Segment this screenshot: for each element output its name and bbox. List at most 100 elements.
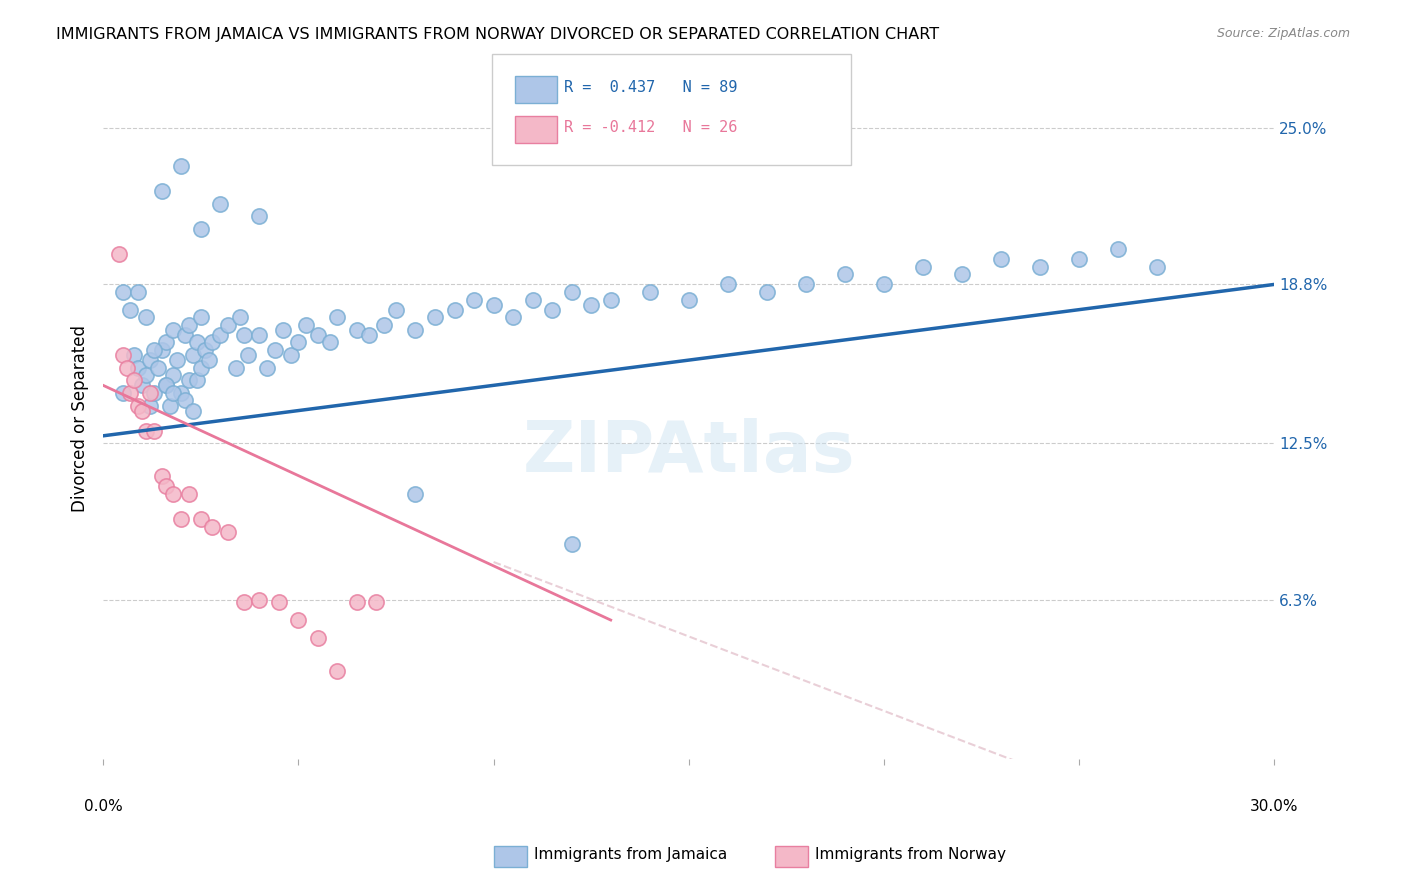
Point — [131, 403, 153, 417]
Point — [190, 310, 212, 325]
Point — [326, 310, 349, 325]
Point — [142, 385, 165, 400]
Point — [181, 403, 204, 417]
Point — [190, 512, 212, 526]
Point — [139, 353, 162, 368]
Text: R =  0.437   N = 89: R = 0.437 N = 89 — [564, 80, 737, 95]
Text: Immigrants from Norway: Immigrants from Norway — [815, 847, 1007, 862]
Point — [280, 348, 302, 362]
Point — [162, 487, 184, 501]
Point — [561, 537, 583, 551]
Point — [150, 469, 173, 483]
Point — [373, 318, 395, 332]
Point — [271, 323, 294, 337]
Point — [463, 293, 485, 307]
Point — [190, 360, 212, 375]
Point — [174, 393, 197, 408]
Point — [873, 277, 896, 292]
Point — [247, 327, 270, 342]
Point — [170, 512, 193, 526]
Point — [357, 327, 380, 342]
Point — [502, 310, 524, 325]
Point — [124, 348, 146, 362]
Point — [232, 595, 254, 609]
Point — [124, 373, 146, 387]
Point — [155, 378, 177, 392]
Point — [912, 260, 935, 274]
Point — [190, 222, 212, 236]
Point — [405, 487, 427, 501]
Point — [599, 293, 621, 307]
Point — [405, 323, 427, 337]
Point — [177, 373, 200, 387]
Point — [146, 360, 169, 375]
Point — [131, 378, 153, 392]
Point — [170, 385, 193, 400]
Point — [247, 592, 270, 607]
Point — [366, 595, 388, 609]
Point — [111, 348, 134, 362]
Point — [186, 373, 208, 387]
Point — [217, 524, 239, 539]
Point — [127, 285, 149, 299]
Point — [541, 302, 564, 317]
Point — [135, 424, 157, 438]
Point — [139, 399, 162, 413]
Point — [209, 327, 232, 342]
Point — [162, 323, 184, 337]
Point — [1029, 260, 1052, 274]
Point — [135, 310, 157, 325]
Point — [950, 268, 973, 282]
Point — [177, 487, 200, 501]
Point — [127, 360, 149, 375]
Text: 0.0%: 0.0% — [84, 799, 122, 814]
Point — [186, 335, 208, 350]
Point — [834, 268, 856, 282]
Point — [170, 159, 193, 173]
Y-axis label: Divorced or Separated: Divorced or Separated — [72, 325, 89, 512]
Point — [423, 310, 446, 325]
Point — [579, 297, 602, 311]
Point — [181, 348, 204, 362]
Point — [247, 209, 270, 223]
Text: ZIPAtlas: ZIPAtlas — [523, 417, 855, 487]
Point — [638, 285, 661, 299]
Point — [755, 285, 778, 299]
Point — [107, 247, 129, 261]
Point — [1146, 260, 1168, 274]
Point — [990, 252, 1012, 267]
Point — [217, 318, 239, 332]
Point — [482, 297, 505, 311]
Point — [287, 613, 309, 627]
Point — [201, 519, 224, 533]
Point — [385, 302, 408, 317]
Point — [307, 631, 329, 645]
Point — [174, 327, 197, 342]
Point — [794, 277, 817, 292]
Text: R = -0.412   N = 26: R = -0.412 N = 26 — [564, 120, 737, 135]
Point — [318, 335, 340, 350]
Point — [162, 368, 184, 383]
Point — [522, 293, 544, 307]
Point — [159, 399, 181, 413]
Point — [307, 327, 329, 342]
Point — [225, 360, 247, 375]
Point — [201, 335, 224, 350]
Point — [142, 343, 165, 357]
Point — [236, 348, 259, 362]
Point — [139, 385, 162, 400]
Point — [443, 302, 465, 317]
Point — [155, 378, 177, 392]
Point — [256, 360, 278, 375]
Point — [209, 196, 232, 211]
Point — [561, 285, 583, 299]
Point — [155, 479, 177, 493]
Point — [194, 343, 217, 357]
Point — [111, 285, 134, 299]
Point — [197, 353, 219, 368]
Point — [232, 327, 254, 342]
Point — [162, 385, 184, 400]
Point — [155, 335, 177, 350]
Point — [111, 385, 134, 400]
Text: 30.0%: 30.0% — [1250, 799, 1299, 814]
